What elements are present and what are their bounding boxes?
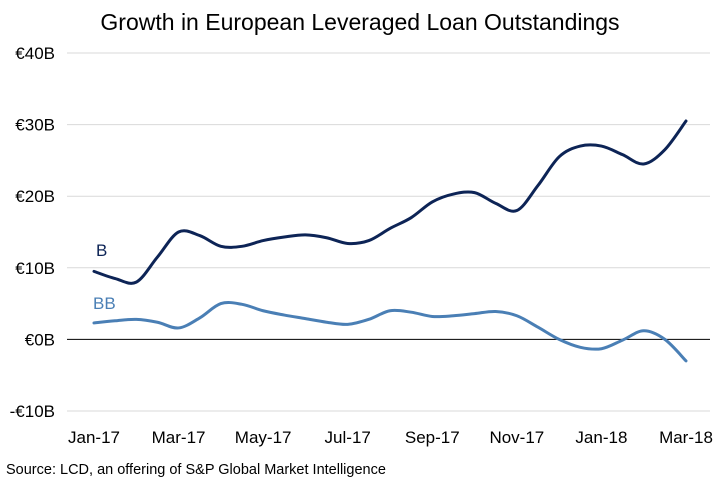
- y-tick-label: €20B: [15, 187, 55, 206]
- x-tick-label: Nov-17: [489, 428, 544, 447]
- series-lines: [92, 119, 688, 363]
- x-tick-label: Mar-17: [152, 428, 206, 447]
- x-tick-label: Mar-18: [659, 428, 713, 447]
- y-tick-label: €10B: [15, 259, 55, 278]
- x-axis-ticks: Jan-17 Mar-17 May-17 Jul-17 Sep-17 Nov-17 Jan-…: [68, 428, 713, 447]
- y-tick-label: €30B: [15, 116, 55, 135]
- y-axis-ticks: €40B €30B €20B €10B €0B -€10B: [10, 44, 55, 421]
- series-line-bb: [92, 301, 688, 363]
- x-tick-label: Jul-17: [325, 428, 371, 447]
- series-label-bb: BB: [93, 294, 116, 313]
- series-line-b: [92, 119, 688, 285]
- x-tick-label: Jan-18: [575, 428, 627, 447]
- y-tick-label: €40B: [15, 44, 55, 63]
- y-tick-label: -€10B: [10, 402, 55, 421]
- chart-title: Growth in European Leveraged Loan Outsta…: [100, 9, 619, 35]
- x-tick-label: May-17: [235, 428, 292, 447]
- x-tick-label: Jan-17: [68, 428, 120, 447]
- x-tick-label: Sep-17: [405, 428, 460, 447]
- source-note: Source: LCD, an offering of S&P Global M…: [6, 462, 386, 478]
- y-tick-label: €0B: [25, 330, 55, 349]
- series-label-b: B: [96, 241, 107, 260]
- series-labels: BBB: [93, 241, 116, 313]
- grid: [67, 52, 710, 412]
